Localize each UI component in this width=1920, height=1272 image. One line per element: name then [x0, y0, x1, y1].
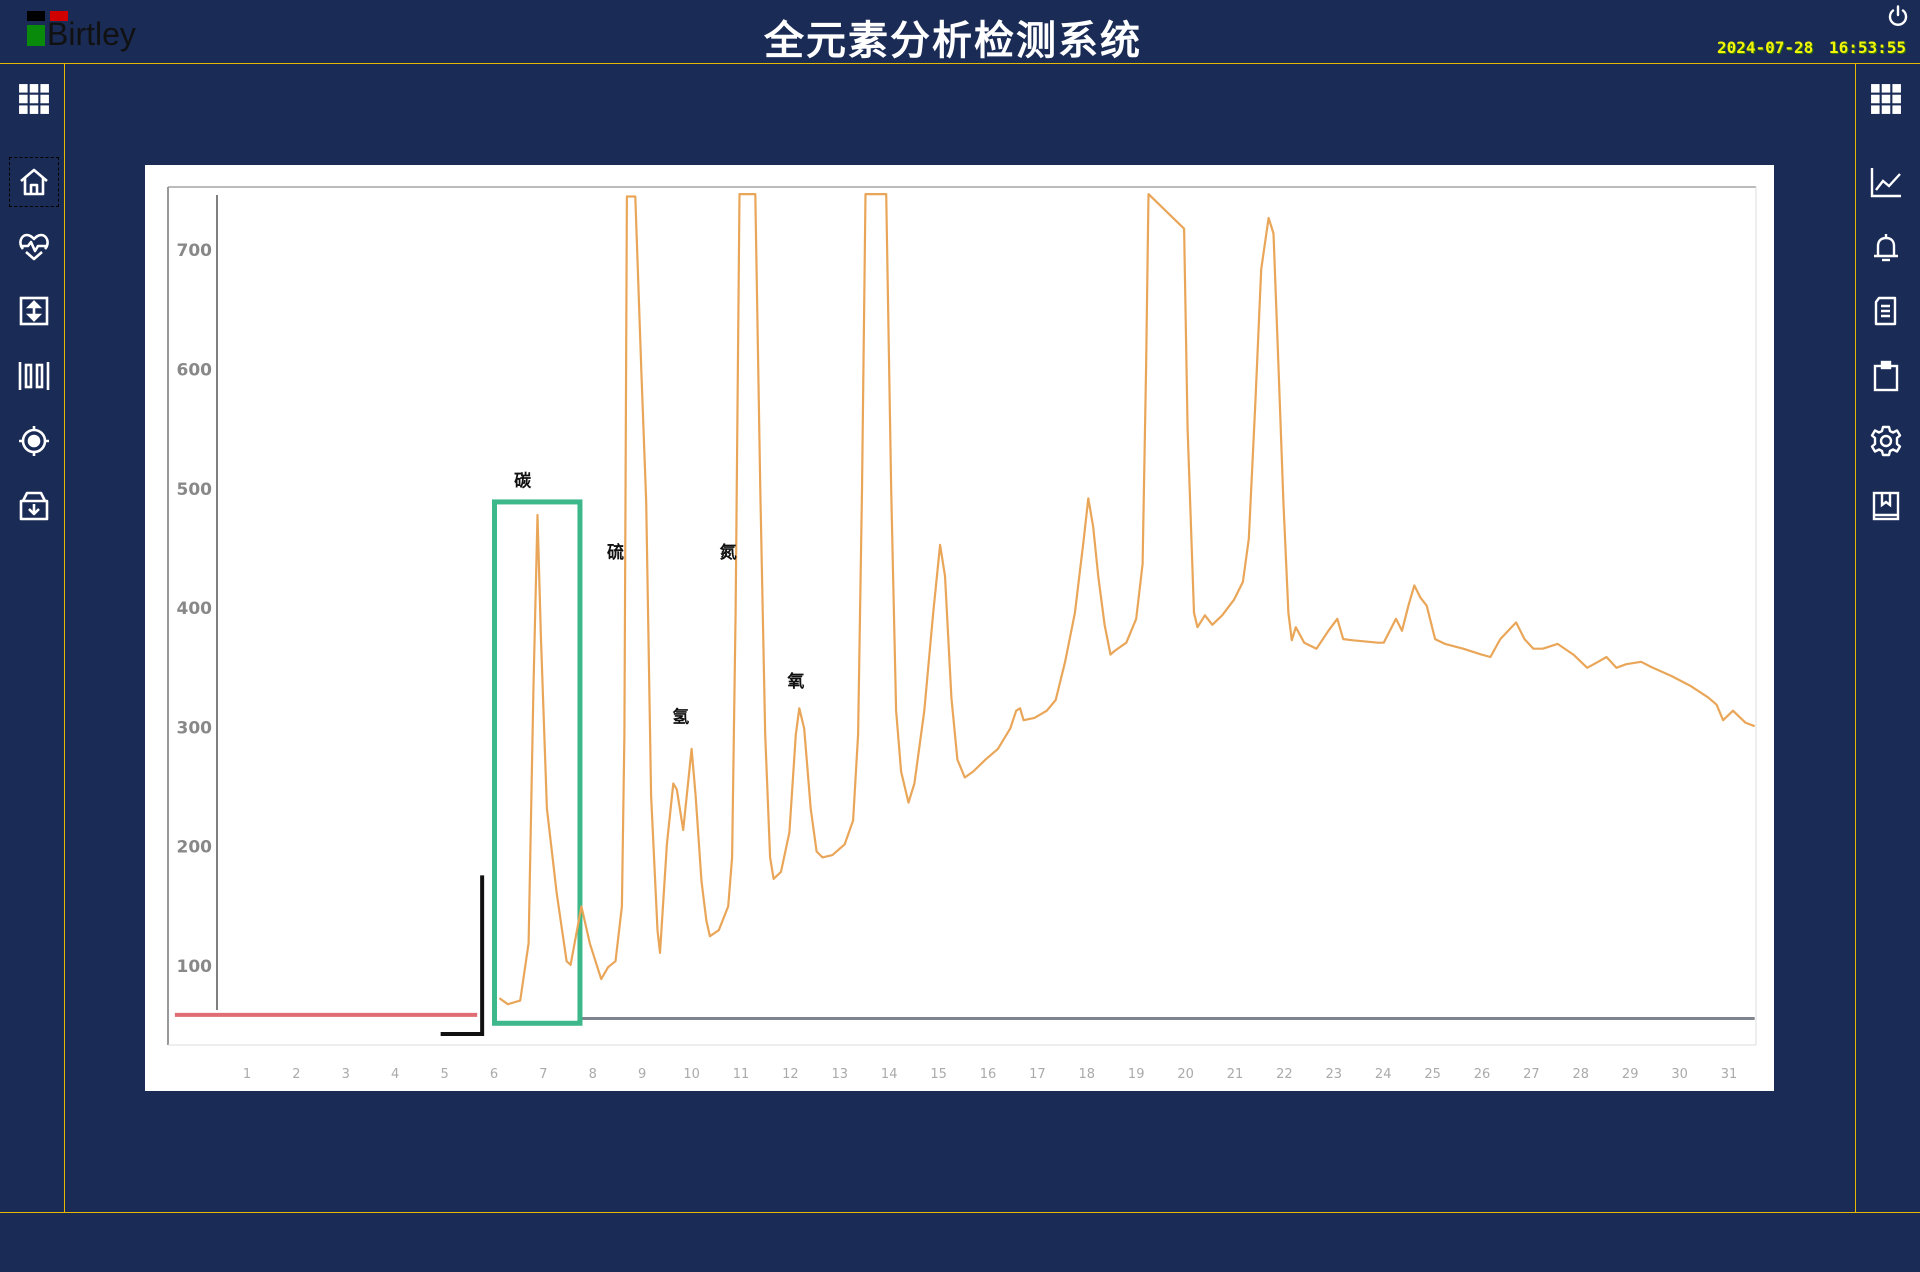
x-tick-label: 26: [1474, 1067, 1491, 1082]
x-tick-label: 10: [683, 1067, 700, 1082]
chromatogram-chart: 100 200 300 400 500 600 700 1 2 3 4 5 6 7 8 9 10 11 12 13 1…: [145, 165, 1774, 1091]
page-title: 全元素分析检测系统: [764, 18, 1142, 64]
x-tick-label: 20: [1177, 1067, 1194, 1082]
element-peak-label: 氮: [720, 542, 737, 563]
x-tick-label: 12: [782, 1067, 799, 1082]
archive-download-icon[interactable]: [16, 488, 52, 524]
x-tick-label: 18: [1079, 1067, 1096, 1082]
x-tick-label: 19: [1128, 1067, 1145, 1082]
x-tick-label: 3: [342, 1067, 350, 1082]
x-tick-label: 22: [1276, 1067, 1293, 1082]
power-icon[interactable]: [1886, 4, 1910, 28]
x-tick-label: 6: [490, 1067, 498, 1082]
home-icon[interactable]: [9, 157, 59, 207]
x-tick-label: 17: [1029, 1067, 1046, 1082]
carbon-highlight-box: [491, 499, 583, 1026]
logo: Birtley: [27, 11, 157, 51]
x-tick-label: 15: [930, 1067, 947, 1082]
x-tick-label: 31: [1721, 1067, 1738, 1082]
bookmark-book-icon[interactable]: [1868, 488, 1904, 524]
element-peak-label: 硫: [607, 542, 624, 563]
grid-icon[interactable]: [16, 81, 52, 117]
x-tick-label: 21: [1227, 1067, 1244, 1082]
element-peak-label: 碳: [514, 470, 532, 491]
left-sidebar-divider: [64, 64, 65, 1212]
x-tick-label: 28: [1573, 1067, 1590, 1082]
x-tick-label: 2: [292, 1067, 300, 1082]
barcode-columns-icon[interactable]: [16, 358, 52, 394]
x-tick-label: 14: [881, 1067, 898, 1082]
grid-icon[interactable]: [1868, 81, 1904, 117]
x-tick-label: 27: [1523, 1067, 1540, 1082]
gear-icon[interactable]: [1868, 423, 1904, 459]
spectrum-line: [498, 193, 1756, 1006]
y-tick-label: 300: [177, 718, 213, 738]
y-tick-label: 100: [177, 957, 213, 977]
x-tick-label: 1: [243, 1067, 251, 1082]
x-tick-label: 13: [832, 1067, 849, 1082]
marker-bracket: [440, 875, 485, 1037]
clipboard-icon[interactable]: [1868, 358, 1904, 394]
x-tick-label: 29: [1622, 1067, 1639, 1082]
x-tick-label: 9: [638, 1067, 646, 1082]
element-peak-label: 氢: [672, 707, 689, 728]
logo-text: Birtley: [47, 16, 136, 52]
y-tick-label: 200: [177, 838, 213, 858]
document-icon[interactable]: [1868, 293, 1904, 329]
x-tick-label: 24: [1375, 1067, 1392, 1082]
right-sidebar-divider: [1855, 64, 1856, 1212]
vertical-arrows-icon[interactable]: [16, 293, 52, 329]
y-tick-label: 400: [177, 599, 213, 619]
header-divider: [0, 63, 1920, 64]
target-icon[interactable]: [16, 423, 52, 459]
footer-divider: [0, 1212, 1920, 1213]
y-tick-label: 500: [177, 480, 213, 500]
line-chart-icon[interactable]: [1868, 164, 1904, 200]
element-peak-label: 氧: [786, 671, 804, 692]
datetime-display: 2024-07-28 16:53:55: [1716, 38, 1906, 57]
x-tick-label: 23: [1326, 1067, 1343, 1082]
x-tick-label: 25: [1424, 1067, 1441, 1082]
heart-pulse-icon[interactable]: [16, 228, 52, 264]
x-tick-label: 16: [980, 1067, 997, 1082]
x-tick-label: 11: [733, 1067, 750, 1082]
y-tick-label: 600: [177, 361, 213, 381]
x-tick-label: 5: [440, 1067, 448, 1082]
x-tick-label: 4: [391, 1067, 399, 1082]
y-tick-label: 700: [177, 241, 213, 261]
x-tick-label: 30: [1671, 1067, 1688, 1082]
bell-icon[interactable]: [1868, 229, 1904, 265]
x-tick-label: 8: [589, 1067, 597, 1082]
x-tick-label: 7: [539, 1067, 547, 1082]
